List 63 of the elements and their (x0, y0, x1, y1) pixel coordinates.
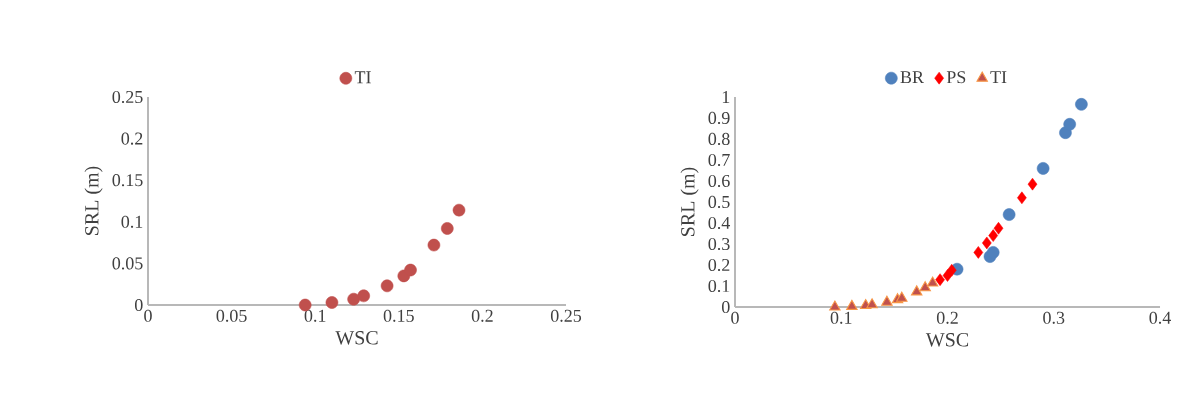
y-tick-label: 0.05 (112, 257, 143, 270)
point (946, 263, 957, 277)
point (829, 300, 841, 311)
y-tick-label: 0.3 (708, 237, 730, 251)
x-tick-label: 0.1 (304, 309, 326, 322)
point (988, 229, 998, 242)
point (380, 279, 394, 293)
x-tick-label: 0 (731, 311, 739, 324)
point (973, 246, 984, 259)
y-tick-label: 0.5 (708, 195, 730, 209)
point (993, 221, 1004, 235)
x-tick-label: 0.4 (1149, 311, 1171, 324)
x-tick-label: 0.1 (830, 311, 852, 324)
x-tick-label: 0.2 (471, 309, 493, 322)
x-tick-label: 0.15 (383, 309, 414, 322)
y-tick-label: 0.1 (708, 279, 730, 293)
point (1017, 191, 1027, 205)
y-tick-label: 0.9 (708, 111, 730, 125)
point (452, 203, 466, 217)
x-tick-label: 0 (144, 309, 152, 322)
point (1027, 177, 1038, 191)
y-tick-label: 0.8 (708, 132, 730, 146)
y-tick-label: 0.2 (121, 132, 143, 145)
legend-label: PS (946, 71, 966, 84)
x-axis-title: WSC (925, 333, 969, 347)
x-tick-label: 0.25 (550, 309, 582, 322)
y-tick-label: 0 (134, 298, 143, 312)
point (357, 289, 370, 303)
y-axis-title: SRL (m) (680, 167, 699, 236)
point (1036, 162, 1050, 175)
point (982, 236, 992, 250)
y-tick-label: 0.6 (708, 174, 730, 188)
point (919, 281, 931, 292)
point (910, 285, 923, 296)
y-tick-label: 0.4 (708, 216, 731, 230)
point (846, 299, 858, 310)
y-tick-label: 0.25 (112, 90, 143, 104)
y-tick-label: 0.7 (708, 153, 730, 167)
point (404, 263, 417, 277)
point (866, 298, 878, 309)
x-tick-label: 0.3 (1043, 311, 1065, 324)
y-tick-label: 0.1 (121, 215, 143, 228)
y-tick-label: 1 (722, 91, 730, 103)
x-axis-title: WSC (335, 331, 378, 345)
x-tick-label: 0.2 (936, 311, 958, 324)
point (325, 296, 339, 309)
point (441, 222, 454, 235)
legend-label: BR (900, 71, 924, 84)
y-axis-title: SRL (m) (84, 166, 103, 235)
point (881, 295, 893, 306)
x-tick-label: 0.05 (216, 309, 247, 322)
point (1075, 98, 1088, 111)
point (427, 238, 441, 252)
legend-label: TI (990, 71, 1007, 84)
point (926, 276, 939, 287)
point (1002, 208, 1016, 221)
y-tick-label: 0.15 (112, 174, 143, 187)
point (896, 291, 908, 302)
point (1063, 118, 1076, 131)
point (935, 273, 945, 286)
legend-label: TI (354, 71, 371, 84)
y-tick-label: 0.2 (708, 258, 730, 272)
point (986, 246, 1000, 259)
